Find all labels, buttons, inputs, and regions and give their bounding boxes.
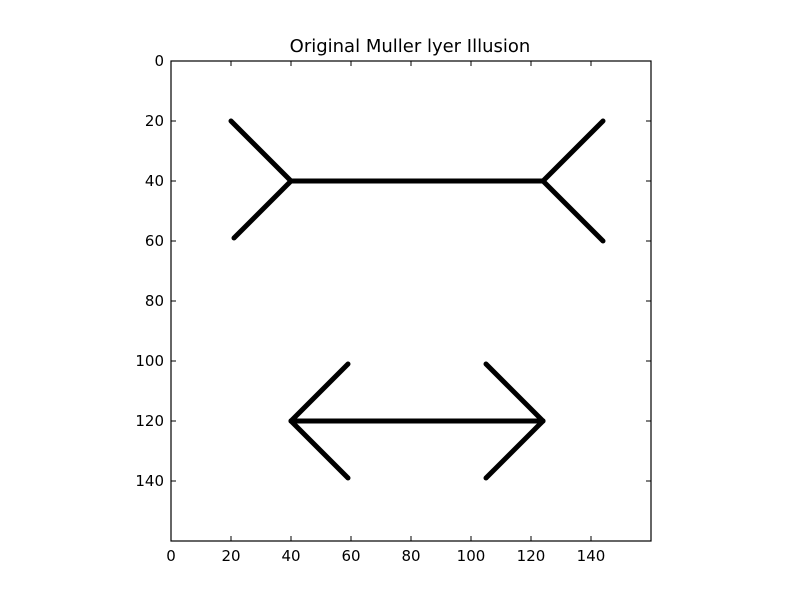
y-tick-label: 120 — [135, 412, 164, 430]
fins-outward-segment-2 — [231, 178, 294, 241]
arrowheads-inward-segment-2 — [288, 418, 351, 481]
illusion-drawing — [228, 118, 606, 481]
fins-outward-segment-3 — [540, 118, 606, 184]
y-tick-label: 80 — [145, 292, 164, 310]
y-tick-label: 60 — [145, 232, 164, 250]
x-tick-label: 20 — [221, 547, 240, 565]
x-tick-label: 120 — [517, 547, 546, 565]
x-tick-label: 60 — [341, 547, 360, 565]
y-tick-label: 100 — [135, 352, 164, 370]
x-tick-label: 140 — [577, 547, 606, 565]
y-tick-label: 20 — [145, 112, 164, 130]
y-tick-label: 40 — [145, 172, 164, 190]
fins-outward-segment-1 — [228, 118, 294, 184]
x-tick-label: 40 — [281, 547, 300, 565]
y-tick-label: 140 — [135, 472, 164, 490]
x-tick-label: 80 — [401, 547, 420, 565]
arrowheads-inward-segment-3 — [483, 361, 546, 424]
arrowheads-inward-segment-4 — [483, 418, 546, 481]
y-tick-label: 0 — [154, 52, 164, 70]
fins-outward — [228, 118, 606, 244]
x-tick-label: 100 — [457, 547, 486, 565]
axes: 0 20 40 60 80 100 120 140 0 20 40 60 80 100 120 140 — [135, 52, 652, 565]
chart-title: Original Muller lyer Illusion — [290, 36, 531, 57]
arrowheads-inward — [288, 361, 546, 481]
arrowheads-inward-segment-1 — [288, 361, 351, 424]
x-tick-label: 0 — [166, 547, 176, 565]
fins-outward-segment-4 — [540, 178, 606, 244]
